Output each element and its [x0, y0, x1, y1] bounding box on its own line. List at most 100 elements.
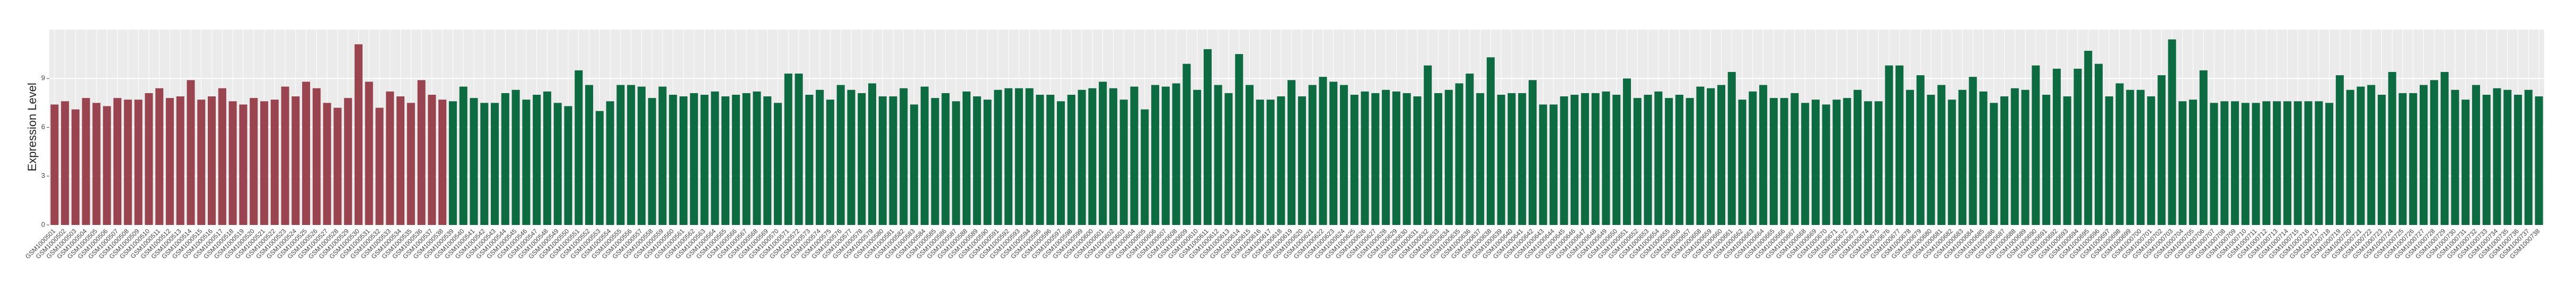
bar — [1727, 71, 1736, 225]
bar — [553, 103, 562, 225]
bar — [2252, 103, 2260, 225]
bar — [1654, 91, 1663, 225]
bar — [407, 103, 415, 225]
bar — [868, 83, 877, 225]
bar — [1864, 101, 1872, 225]
bar — [1990, 103, 1998, 225]
bar — [1256, 100, 1264, 225]
bar — [1571, 95, 1579, 225]
bar — [543, 91, 551, 225]
bar — [1339, 85, 1348, 225]
bar — [1161, 86, 1170, 225]
bar — [155, 88, 164, 225]
bar — [1486, 57, 1495, 225]
y-tick-label: 6 — [41, 123, 45, 131]
bar — [417, 80, 426, 225]
bar — [1958, 89, 1966, 225]
bar — [1444, 89, 1453, 225]
bar — [2105, 96, 2113, 225]
bar — [1245, 85, 1254, 225]
bar — [606, 101, 614, 225]
bar — [1056, 101, 1065, 225]
bar — [826, 100, 834, 225]
bar — [973, 96, 981, 225]
bar — [836, 85, 845, 225]
bar — [1822, 104, 1830, 225]
bar — [721, 96, 730, 225]
bar — [847, 89, 855, 225]
bar — [931, 98, 939, 225]
bar — [1319, 77, 1327, 225]
bar — [2010, 88, 2019, 225]
bar — [941, 93, 950, 225]
bar — [165, 98, 174, 225]
bar — [1078, 89, 1086, 225]
bar — [774, 103, 782, 225]
bar — [680, 96, 688, 225]
bar — [2032, 65, 2040, 225]
bar — [742, 93, 751, 225]
bar — [522, 100, 531, 225]
bar — [1633, 98, 1642, 225]
bar — [1036, 95, 1044, 225]
bar — [2535, 96, 2543, 225]
bar — [2178, 101, 2187, 225]
bar — [386, 91, 394, 225]
bar — [1130, 86, 1139, 225]
bar — [2021, 89, 2030, 225]
bar — [2325, 103, 2334, 225]
bar — [1046, 95, 1055, 225]
bar — [648, 98, 656, 225]
bar — [501, 93, 509, 225]
bar — [2462, 100, 2470, 225]
bar — [1717, 85, 1725, 225]
bar — [1392, 91, 1400, 225]
bar — [2115, 83, 2124, 225]
bar — [627, 85, 636, 225]
bar — [2000, 96, 2008, 225]
bar — [2231, 101, 2239, 225]
bar — [1025, 88, 1034, 225]
bar — [658, 86, 667, 225]
bar — [1591, 93, 1600, 225]
bar — [470, 98, 478, 225]
bar — [365, 82, 373, 225]
bar — [1308, 85, 1317, 225]
bar — [1413, 96, 1422, 225]
bar — [1466, 74, 1474, 225]
bar — [2283, 101, 2291, 225]
bar — [2220, 101, 2229, 225]
bar — [323, 103, 331, 225]
bar — [197, 100, 206, 225]
bar — [1067, 95, 1075, 225]
bar — [1476, 93, 1485, 225]
bar — [2126, 89, 2134, 225]
bar — [2262, 101, 2271, 225]
bar — [1109, 88, 1117, 225]
bar — [1560, 96, 1568, 225]
bar — [1329, 82, 1338, 225]
bar — [176, 96, 184, 225]
bar — [2157, 75, 2166, 225]
bar — [1854, 89, 1862, 225]
bar — [292, 96, 300, 225]
bar — [1811, 100, 1820, 225]
bar — [1843, 98, 1851, 225]
bar — [1549, 104, 1558, 225]
bar — [2074, 68, 2082, 225]
bar — [1686, 98, 1694, 225]
bar — [700, 95, 709, 225]
bar — [375, 107, 384, 225]
bar — [1916, 75, 1925, 225]
bar — [1769, 98, 1778, 225]
bar — [71, 109, 80, 225]
bar — [575, 70, 583, 225]
bar — [1885, 65, 1893, 225]
bar — [281, 86, 289, 225]
bar — [1151, 85, 1160, 225]
bar — [1518, 93, 1527, 225]
bar — [1622, 78, 1631, 225]
bar — [1119, 100, 1128, 225]
bar — [396, 96, 405, 225]
